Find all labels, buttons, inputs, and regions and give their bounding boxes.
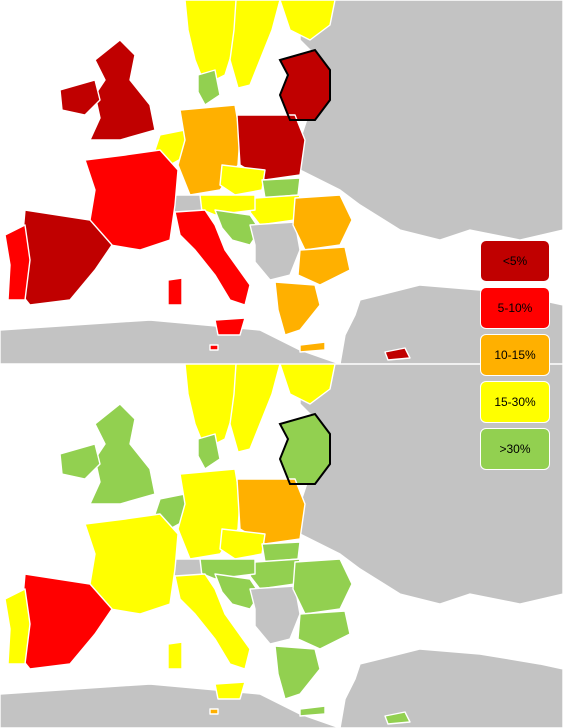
region-turkey (339, 648, 563, 728)
region-sardinia (167, 277, 183, 306)
region-italy (174, 209, 251, 306)
region-finland (279, 0, 336, 41)
region-finland (279, 364, 336, 405)
region-bulgaria (297, 246, 351, 286)
region-hungary (249, 194, 301, 226)
region-sweden (229, 0, 281, 89)
region-poland (236, 114, 306, 181)
region-france (84, 149, 179, 251)
region-ireland (59, 79, 101, 116)
region-sicily (214, 681, 246, 700)
legend-item-lt5: <5% (480, 240, 550, 282)
baltics-outline (278, 412, 331, 485)
region-romania (292, 558, 353, 615)
region-czechia (219, 528, 266, 560)
region-crete (299, 341, 326, 353)
region-slovenia-croatia (214, 209, 261, 246)
region-ireland (59, 443, 101, 480)
map-bottom (0, 364, 563, 728)
region-romania (292, 194, 353, 251)
region-denmark (197, 433, 221, 470)
region-france (84, 513, 179, 615)
region-czechia (219, 164, 266, 196)
legend-item-15-30: 15-30% (480, 381, 550, 423)
legend-item-10-15: 10-15% (480, 334, 550, 376)
region-malta (209, 708, 219, 715)
region-poland (236, 478, 306, 545)
region-bulgaria (297, 610, 351, 650)
region-portugal (4, 588, 31, 665)
region-cyprus (384, 711, 411, 725)
region-cyprus (384, 347, 411, 361)
region-italy (174, 573, 251, 670)
region-portugal (4, 224, 31, 301)
region-greece (274, 281, 321, 336)
region-hungary (249, 558, 301, 590)
region-sicily (214, 317, 246, 336)
baltics-outline (278, 48, 331, 121)
region-greece (274, 645, 321, 700)
region-crete (299, 705, 326, 717)
map-top (0, 0, 563, 364)
legend-item-gt30: >30% (480, 428, 550, 470)
region-sardinia (167, 641, 183, 670)
region-slovenia-croatia (214, 573, 261, 610)
region-malta (209, 344, 219, 351)
region-sweden (229, 364, 281, 453)
region-denmark (197, 69, 221, 106)
legend: <5% 5-10% 10-15% 15-30% >30% (480, 240, 550, 475)
legend-item-5-10: 5-10% (480, 287, 550, 329)
